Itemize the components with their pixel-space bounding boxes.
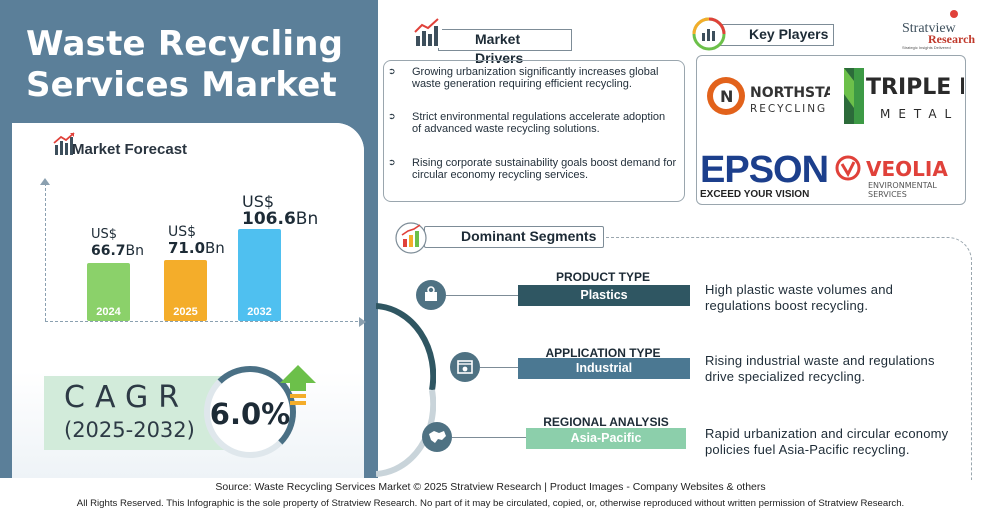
segments-arc — [376, 303, 436, 477]
segment-value: Plastics — [518, 285, 690, 306]
growth-chart-icon — [395, 222, 427, 254]
driver-item: Strict environmental regulations acceler… — [412, 111, 666, 135]
market-forecast-heading: Market Forecast — [72, 141, 188, 158]
bullet-arrow-icon: ➲ — [388, 111, 396, 121]
svg-text:N: N — [720, 87, 733, 106]
svg-text:RECYCLING: RECYCLING — [750, 103, 827, 115]
veolia-logo: VEOLIA ENVIRONMENTAL SERVICES — [835, 155, 948, 199]
axis-arrow-up-icon — [40, 178, 50, 185]
box-gear-icon — [416, 280, 446, 310]
segment-value: Asia-Pacific — [526, 428, 686, 449]
svg-text:Strategic Insights Delivered: Strategic Insights Delivered — [902, 45, 951, 50]
segment-description: Rapid urbanization and circular economy p… — [705, 426, 949, 457]
segments-frame — [596, 237, 972, 480]
key-players-heading: Key Players — [712, 24, 834, 46]
gauge-icon — [692, 17, 726, 51]
growth-arrow-icon — [280, 365, 316, 405]
bar-chart-icon — [53, 132, 75, 155]
chart-x-axis — [45, 321, 363, 322]
bar-year: 2032 — [247, 306, 272, 318]
segment-type: PRODUCT TYPE — [555, 270, 650, 284]
bar-year: 2024 — [96, 306, 121, 318]
segment-connector — [452, 437, 526, 438]
cagr-value: 6.0% — [209, 397, 291, 431]
svg-text:Stratview: Stratview — [902, 21, 957, 36]
cagr-period: (2025-2032) — [64, 418, 195, 442]
bar-value-label: US$ 106.6Bn — [242, 192, 319, 229]
market-drivers-heading: Market Drivers — [438, 29, 572, 66]
segment-connector — [480, 367, 518, 368]
dominant-segments-heading: Dominant Segments — [424, 226, 604, 248]
driver-item: Rising corporate sustainability goals bo… — [412, 157, 677, 181]
cagr-ring — [204, 366, 296, 458]
forecast-bar: 2025 — [164, 260, 207, 321]
window-gear-icon — [450, 352, 480, 382]
svg-text:VEOLIA: VEOLIA — [866, 157, 948, 181]
rights-note: All Rights Reserved. This Infographic is… — [76, 498, 905, 509]
driver-item: Growing urbanization significantly incre… — [412, 66, 659, 90]
chart-y-axis — [45, 183, 46, 321]
axis-arrow-right-icon — [359, 317, 366, 327]
veolia-sub-2: SERVICES — [868, 190, 907, 199]
market-drivers-box — [383, 60, 685, 202]
forecast-bar: 2032 — [238, 229, 281, 321]
cagr-label: CAGR — [64, 380, 190, 415]
page-title: Waste Recycling Services Market — [26, 24, 344, 105]
segment-description: High plastic waste volumes and regulation… — [705, 282, 894, 313]
svg-text:METAL: METAL — [880, 107, 959, 121]
forecast-bar: 2024 — [87, 263, 130, 321]
bar-year: 2025 — [173, 306, 198, 318]
segment-description: Rising industrial waste and regulations d… — [705, 353, 935, 384]
svg-text:EPSON: EPSON — [700, 149, 828, 191]
source-note: Source: Waste Recycling Services Market … — [215, 481, 766, 493]
bar-chart-icon — [412, 18, 442, 48]
svg-text:TRIPLE M: TRIPLE M — [866, 75, 964, 100]
triple-m-logo: TRIPLE M METAL — [844, 68, 964, 124]
key-players-box — [696, 55, 966, 205]
segment-connector — [446, 295, 518, 296]
map-icon — [422, 422, 452, 452]
segment-type: APPLICATION TYPE — [545, 346, 661, 360]
bullet-arrow-icon: ➲ — [388, 66, 396, 76]
svg-text:EXCEED YOUR VISION: EXCEED YOUR VISION — [700, 189, 809, 200]
segment-value: Industrial — [518, 358, 690, 379]
veolia-sub-1: ENVIRONMENTAL — [868, 181, 937, 190]
stratview-logo: Stratview Research Strategic Insights De… — [902, 10, 975, 50]
bar-value-label: US$ 71.0Bn — [168, 224, 225, 257]
bar-value-label: US$ 66.7Bn — [91, 227, 145, 259]
bullet-arrow-icon: ➲ — [388, 157, 396, 167]
segment-type: REGIONAL ANALYSIS — [543, 415, 669, 429]
svg-text:Research: Research — [928, 32, 975, 46]
epson-logo: EPSON EXCEED YOUR VISION — [700, 149, 829, 200]
